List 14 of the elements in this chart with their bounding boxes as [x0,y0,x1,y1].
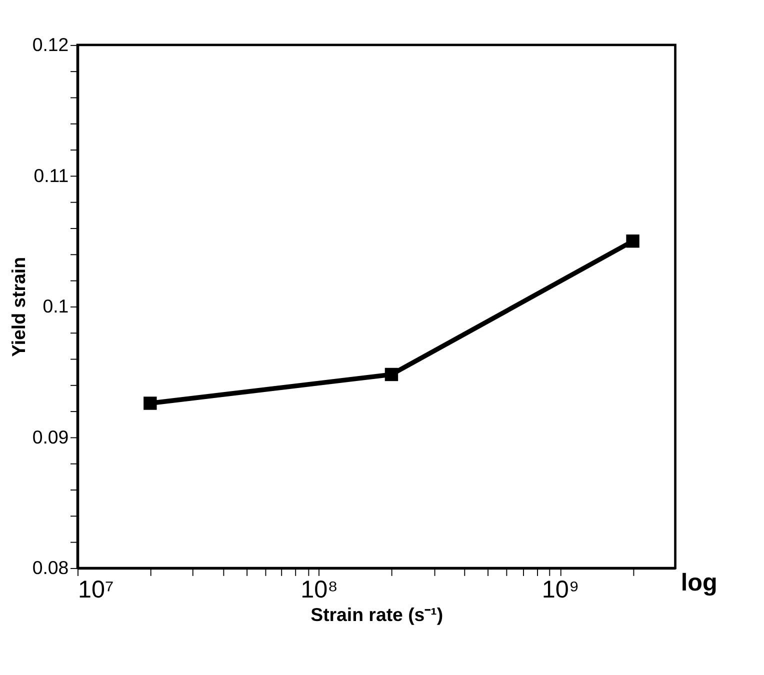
x-tick-label: 10⁹ [542,576,580,604]
point [626,234,640,248]
point [144,396,157,410]
x-tick-label: 10⁷ [78,576,114,604]
y-tick-label: 0.09 [32,426,69,448]
y-axis-title: Yield strain [8,257,29,357]
y-tick-label: 0.11 [34,164,69,186]
y-tick-label: 0.08 [32,557,69,578]
text: log [680,569,718,596]
x-tick-label: 10⁸ [300,576,338,604]
y-tick-label: 0.1 [42,296,69,317]
point [384,368,398,382]
x-axis-title: Strain rate (s⁻¹) [310,604,444,625]
y-tick-label: 0.12 [32,34,69,56]
